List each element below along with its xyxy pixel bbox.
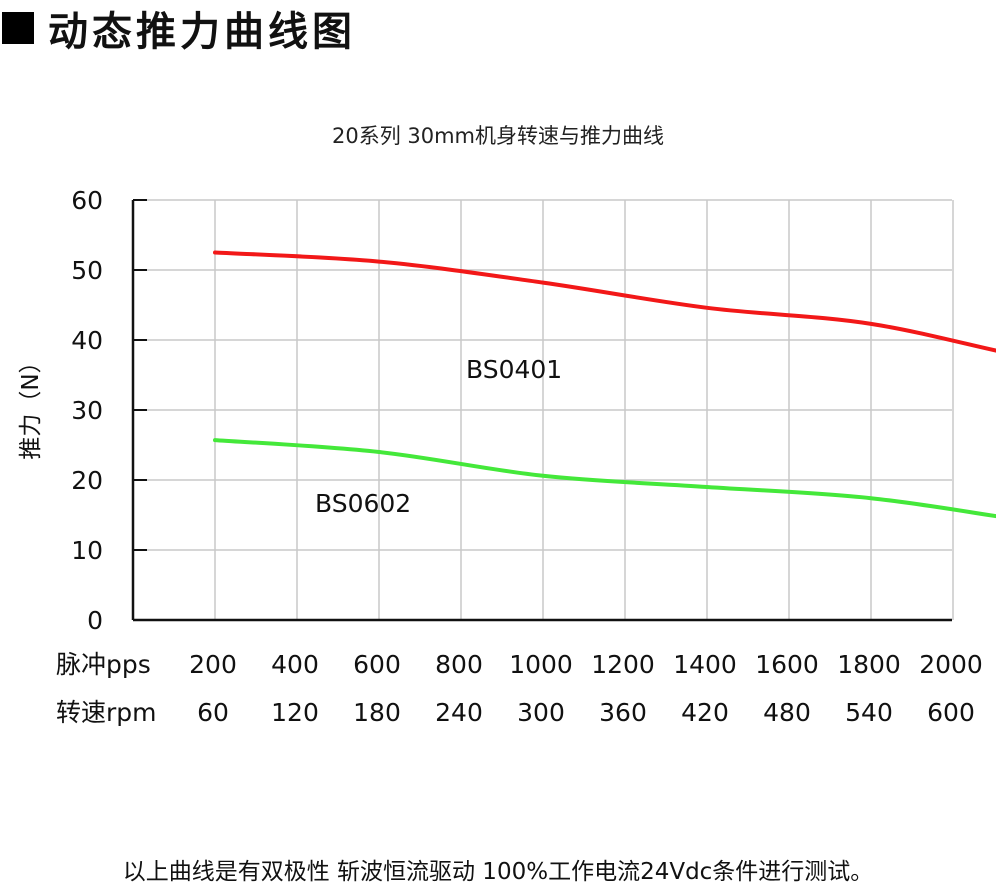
- x-tick-label: 200: [189, 650, 237, 679]
- x-tick-label: 1800: [837, 650, 901, 679]
- x-tick-label: 2000: [919, 650, 983, 679]
- x-tick-label: 420: [681, 698, 729, 727]
- y-tick-label: 40: [71, 326, 103, 355]
- square-bullet-icon: [2, 12, 34, 44]
- y-tick-label: 60: [71, 186, 103, 215]
- x-tick-label: 480: [763, 698, 811, 727]
- x-tick-label: 1600: [755, 650, 819, 679]
- x-tick-label: 240: [435, 698, 483, 727]
- x-tick-label: 1400: [673, 650, 737, 679]
- x-tick-label: 180: [353, 698, 401, 727]
- x-tick-label: 1000: [509, 650, 573, 679]
- test-conditions-note: 以上曲线是有双极性 斩波恒流驱动 100%工作电流24Vdc条件进行测试。: [122, 859, 874, 885]
- y-tick-label: 30: [71, 396, 103, 425]
- page-header: 动态推力曲线图: [0, 4, 356, 55]
- series-label-bs0401: BS0401: [466, 355, 562, 384]
- x-tick-label: 600: [927, 698, 975, 727]
- series-line-bs0401: [213, 250, 996, 353]
- x-tick-label: 600: [353, 650, 401, 679]
- x-tick-label: 800: [435, 650, 483, 679]
- x-tick-label: 60: [197, 698, 229, 727]
- series-line-bs0602: [213, 438, 996, 519]
- x-tick-label: 1200: [591, 650, 655, 679]
- y-tick-label: 20: [71, 466, 103, 495]
- x-tick-label: 120: [271, 698, 319, 727]
- chart-title: 20系列 30mm机身转速与推力曲线: [331, 124, 665, 148]
- y-tick-label: 50: [71, 256, 103, 285]
- x-row-label: 脉冲pps: [56, 650, 151, 679]
- x-row-label: 转速rpm: [56, 698, 157, 727]
- x-tick-label: 360: [599, 698, 647, 727]
- page-title: 动态推力曲线图: [48, 9, 356, 55]
- y-tick-label: 10: [71, 536, 103, 565]
- y-axis-label: 推力（N）: [18, 350, 44, 459]
- x-tick-label: 300: [517, 698, 565, 727]
- series-label-bs0602: BS0602: [315, 489, 411, 518]
- y-tick-label: 0: [87, 606, 103, 635]
- x-tick-label: 400: [271, 650, 319, 679]
- x-tick-label: 540: [845, 698, 893, 727]
